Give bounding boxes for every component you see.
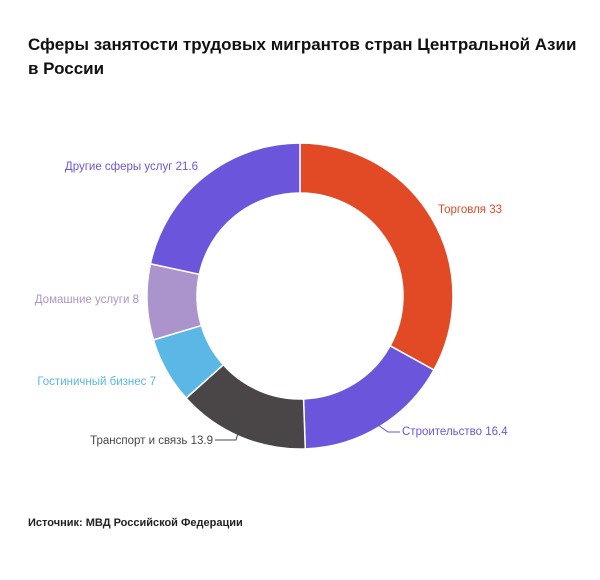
leader-строительство [377,424,400,433]
donut-chart: Торговля 33 Строительство 16.4 Транспорт и… [35,142,508,450]
chart-title: Сферы занятости трудовых мигрантов стран… [28,35,577,78]
label-торговля: Торговля 33 [438,204,502,216]
label-другие-сферы-услуг: Другие сферы услуг 21.6 [65,161,198,173]
label-строительство: Строительство 16.4 [402,426,508,438]
leader-транспорт-и-связь [215,425,241,441]
slice-домашние-услуги [146,262,203,341]
donut-slices [146,142,454,450]
label-гостиничный-бизнес: Гостиничный бизнес 7 [37,376,156,388]
label-транспорт-и-связь: Транспорт и связь 13.9 [90,435,213,447]
label-leaders [215,424,400,441]
source-note: Источник: МВД Российской Федерации [28,517,243,529]
label-домашние-услуги: Домашние услуги 8 [35,294,139,306]
slice-торговля [299,142,454,372]
slice-другие-сферы-услуг [149,142,301,276]
slice-labels: Торговля 33 Строительство 16.4 Транспорт и… [35,161,508,447]
